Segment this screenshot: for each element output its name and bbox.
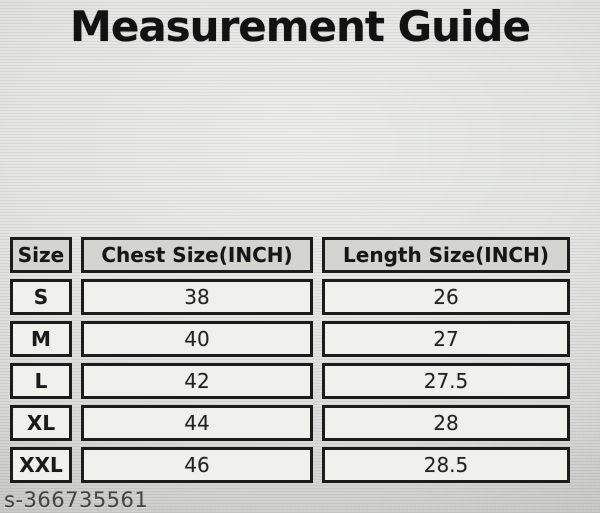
table-row-xxl: XXL 46 28.5 bbox=[10, 447, 570, 483]
length-value: 26 bbox=[322, 279, 570, 315]
length-value: 28 bbox=[322, 405, 570, 441]
table-row-xl: XL 44 28 bbox=[10, 405, 570, 441]
size-cell: L bbox=[10, 363, 72, 399]
size-cell: XL bbox=[10, 405, 72, 441]
header-row: Size Chest Size(INCH) Length Size(INCH) bbox=[10, 237, 570, 273]
size-chart-table: Size Chest Size(INCH) Length Size(INCH) … bbox=[1, 231, 579, 489]
column-header-chest: Chest Size(INCH) bbox=[81, 237, 313, 273]
size-cell: M bbox=[10, 321, 72, 357]
length-value: 28.5 bbox=[322, 447, 570, 483]
chest-value: 44 bbox=[81, 405, 313, 441]
watermark: s-366735561 bbox=[4, 488, 149, 512]
length-value: 27 bbox=[322, 321, 570, 357]
chest-value: 40 bbox=[81, 321, 313, 357]
length-value: 27.5 bbox=[322, 363, 570, 399]
chest-value: 46 bbox=[81, 447, 313, 483]
table-row-l: L 42 27.5 bbox=[10, 363, 570, 399]
chest-value: 42 bbox=[81, 363, 313, 399]
column-header-length: Length Size(INCH) bbox=[322, 237, 570, 273]
size-cell: XXL bbox=[10, 447, 72, 483]
column-header-size: Size bbox=[10, 237, 72, 273]
size-cell: S bbox=[10, 279, 72, 315]
page-title: Measurement Guide bbox=[70, 2, 531, 51]
chest-value: 38 bbox=[81, 279, 313, 315]
table-row-s: S 38 26 bbox=[10, 279, 570, 315]
table-row-m: M 40 27 bbox=[10, 321, 570, 357]
